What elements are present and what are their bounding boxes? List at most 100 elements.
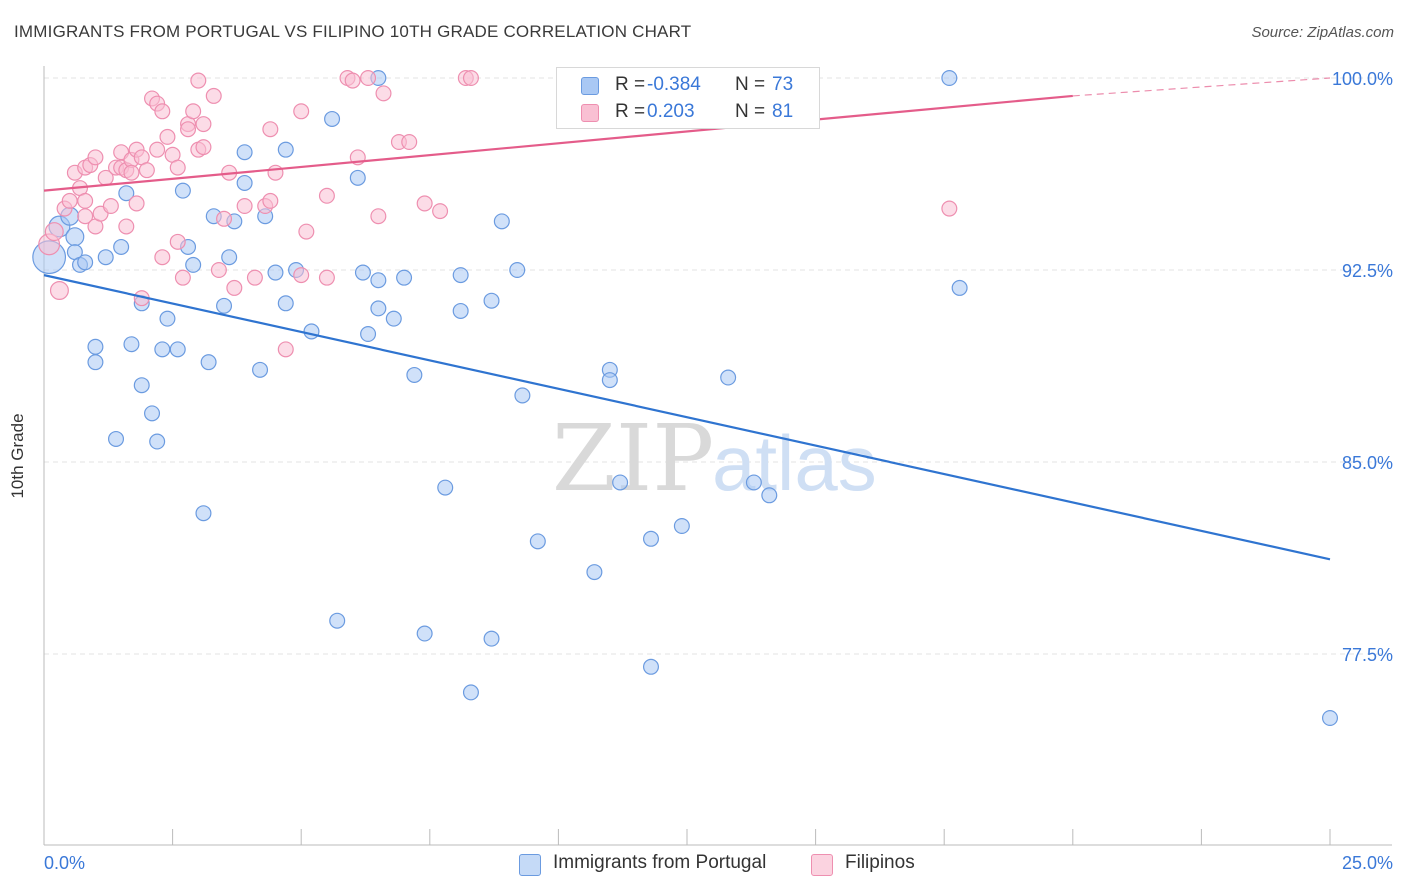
data-point bbox=[303, 323, 320, 340]
data-point bbox=[324, 110, 341, 127]
data-point bbox=[483, 630, 500, 647]
data-point bbox=[113, 238, 130, 255]
data-point bbox=[385, 310, 402, 327]
data-point bbox=[267, 164, 284, 181]
data-point bbox=[293, 103, 310, 120]
data-point bbox=[416, 625, 433, 642]
legend-r-value: 0.203 bbox=[647, 101, 695, 122]
data-point bbox=[128, 195, 145, 212]
y-tick-label: 77.5% bbox=[1342, 645, 1393, 665]
data-point bbox=[252, 361, 269, 378]
data-point bbox=[344, 72, 361, 89]
data-point bbox=[277, 295, 294, 312]
data-point bbox=[1321, 709, 1339, 727]
data-point bbox=[77, 192, 94, 209]
data-point bbox=[642, 658, 659, 675]
x-tick-label: 25.0% bbox=[1342, 853, 1393, 873]
data-point bbox=[360, 325, 377, 343]
data-point bbox=[159, 128, 176, 145]
data-point bbox=[159, 310, 176, 327]
watermark-atlas: atlas bbox=[712, 419, 877, 507]
chart-title: IMMIGRANTS FROM PORTUGAL VS FILIPINO 10T… bbox=[14, 22, 692, 41]
data-point bbox=[277, 341, 294, 358]
data-point bbox=[49, 280, 69, 300]
bottom-legend-filipinos: Filipinos bbox=[811, 852, 941, 876]
data-point bbox=[277, 141, 294, 158]
data-point bbox=[354, 264, 371, 281]
data-point bbox=[370, 272, 387, 289]
legend-r-label: R = bbox=[615, 101, 646, 122]
legend-r-value: -0.384 bbox=[647, 74, 701, 95]
data-point bbox=[87, 149, 104, 166]
axes bbox=[43, 66, 1392, 846]
data-point bbox=[195, 139, 212, 156]
data-point bbox=[745, 474, 762, 491]
data-point bbox=[216, 297, 233, 314]
data-point bbox=[642, 530, 659, 547]
tick-labels: 77.5% 85.0% 92.5% 100.0% 0.0% 25.0% bbox=[44, 69, 1393, 873]
data-point bbox=[61, 192, 78, 209]
data-point bbox=[601, 372, 618, 389]
data-point bbox=[360, 69, 377, 87]
watermark: ZIP atlas bbox=[552, 405, 877, 512]
series-filipinos-points bbox=[38, 69, 958, 358]
data-point bbox=[210, 261, 227, 279]
data-point bbox=[200, 354, 217, 371]
data-point bbox=[298, 223, 315, 240]
data-point bbox=[149, 433, 166, 450]
data-point bbox=[246, 269, 263, 286]
source-label: Source: ZipAtlas.com bbox=[1251, 24, 1394, 41]
data-point bbox=[118, 218, 135, 235]
data-point bbox=[293, 267, 310, 284]
legend-n-label: N = bbox=[735, 74, 766, 95]
data-point bbox=[185, 103, 202, 120]
data-point bbox=[586, 564, 603, 581]
data-point bbox=[267, 264, 284, 281]
data-point bbox=[102, 197, 119, 215]
data-point bbox=[195, 116, 212, 133]
legend-n-value: 73 bbox=[772, 74, 794, 95]
data-point bbox=[941, 200, 958, 217]
data-point bbox=[437, 479, 454, 496]
data-point bbox=[123, 336, 140, 353]
data-point bbox=[452, 302, 469, 319]
data-point bbox=[612, 474, 629, 491]
bottom-legend-swatch-portugal bbox=[519, 854, 541, 876]
data-point bbox=[262, 192, 279, 209]
data-point bbox=[236, 197, 253, 215]
data-point bbox=[761, 487, 778, 504]
trend-line-filipinos-extension bbox=[1072, 77, 1331, 97]
data-point bbox=[174, 182, 191, 199]
data-point bbox=[154, 341, 171, 358]
data-point bbox=[483, 292, 500, 309]
data-point bbox=[154, 249, 171, 266]
data-point bbox=[216, 210, 233, 227]
data-point bbox=[462, 69, 479, 87]
data-point bbox=[432, 203, 449, 220]
data-point bbox=[174, 269, 191, 286]
data-point bbox=[375, 85, 392, 102]
y-tick-label: 85.0% bbox=[1342, 453, 1393, 473]
data-point bbox=[236, 174, 253, 191]
data-point bbox=[133, 377, 150, 394]
data-point bbox=[144, 405, 161, 422]
data-point bbox=[65, 227, 85, 247]
data-point bbox=[185, 256, 202, 273]
legend-n-label: N = bbox=[735, 101, 766, 122]
data-point bbox=[941, 69, 958, 87]
data-point bbox=[236, 144, 253, 161]
data-point bbox=[77, 208, 94, 225]
data-point bbox=[349, 169, 366, 186]
data-point bbox=[108, 430, 125, 447]
legend-row-filipinos: R = 0.203 N = 81 bbox=[557, 101, 819, 127]
data-point bbox=[462, 684, 479, 701]
data-point bbox=[318, 187, 335, 204]
bottom-legend-label-filipinos: Filipinos bbox=[845, 852, 915, 873]
legend-swatch-portugal bbox=[581, 77, 599, 95]
data-point bbox=[720, 369, 737, 386]
data-point bbox=[44, 222, 64, 242]
data-point bbox=[87, 338, 104, 355]
data-point bbox=[262, 121, 279, 138]
data-point bbox=[123, 164, 140, 181]
data-point bbox=[221, 249, 238, 266]
